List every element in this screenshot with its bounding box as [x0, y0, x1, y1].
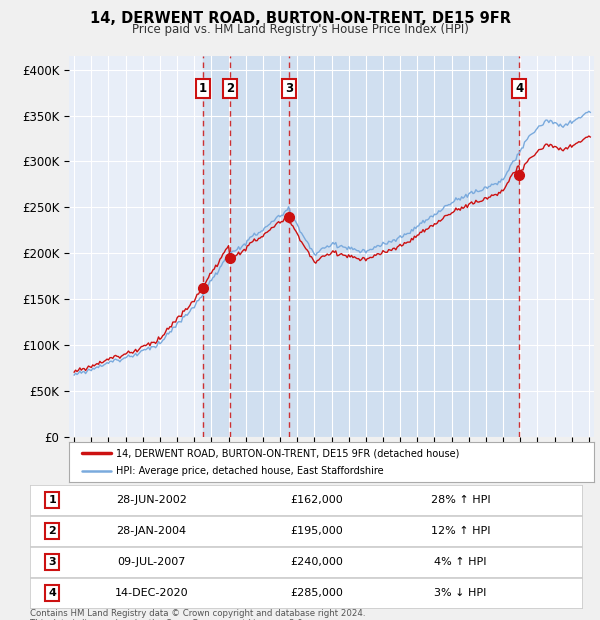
Bar	[289, 56, 520, 437]
Text: 1: 1	[48, 495, 56, 505]
Text: £285,000: £285,000	[290, 588, 343, 598]
Text: 14, DERWENT ROAD, BURTON-ON-TRENT, DE15 9FR: 14, DERWENT ROAD, BURTON-ON-TRENT, DE15 …	[89, 11, 511, 26]
Text: £195,000: £195,000	[290, 526, 343, 536]
Text: £240,000: £240,000	[290, 557, 343, 567]
Text: 3: 3	[285, 82, 293, 95]
Text: Contains HM Land Registry data © Crown copyright and database right 2024.
This d: Contains HM Land Registry data © Crown c…	[30, 609, 365, 620]
Text: 4: 4	[48, 588, 56, 598]
Text: 14, DERWENT ROAD, BURTON-ON-TRENT, DE15 9FR (detached house): 14, DERWENT ROAD, BURTON-ON-TRENT, DE15 …	[116, 448, 460, 458]
Text: 3: 3	[48, 557, 56, 567]
Text: HPI: Average price, detached house, East Staffordshire: HPI: Average price, detached house, East…	[116, 466, 384, 476]
Bar	[230, 56, 289, 437]
Text: 2: 2	[226, 82, 234, 95]
Text: 14-DEC-2020: 14-DEC-2020	[115, 588, 188, 598]
Text: 3% ↓ HPI: 3% ↓ HPI	[434, 588, 487, 598]
Bar	[203, 56, 230, 437]
Text: 4: 4	[515, 82, 523, 95]
Text: 1: 1	[199, 82, 207, 95]
Text: 28% ↑ HPI: 28% ↑ HPI	[431, 495, 490, 505]
Text: 2: 2	[48, 526, 56, 536]
Text: 28-JUN-2002: 28-JUN-2002	[116, 495, 187, 505]
Text: Price paid vs. HM Land Registry's House Price Index (HPI): Price paid vs. HM Land Registry's House …	[131, 23, 469, 36]
Text: 12% ↑ HPI: 12% ↑ HPI	[431, 526, 490, 536]
Text: 28-JAN-2004: 28-JAN-2004	[116, 526, 187, 536]
Text: 09-JUL-2007: 09-JUL-2007	[117, 557, 185, 567]
Text: £162,000: £162,000	[290, 495, 343, 505]
Text: 4% ↑ HPI: 4% ↑ HPI	[434, 557, 487, 567]
